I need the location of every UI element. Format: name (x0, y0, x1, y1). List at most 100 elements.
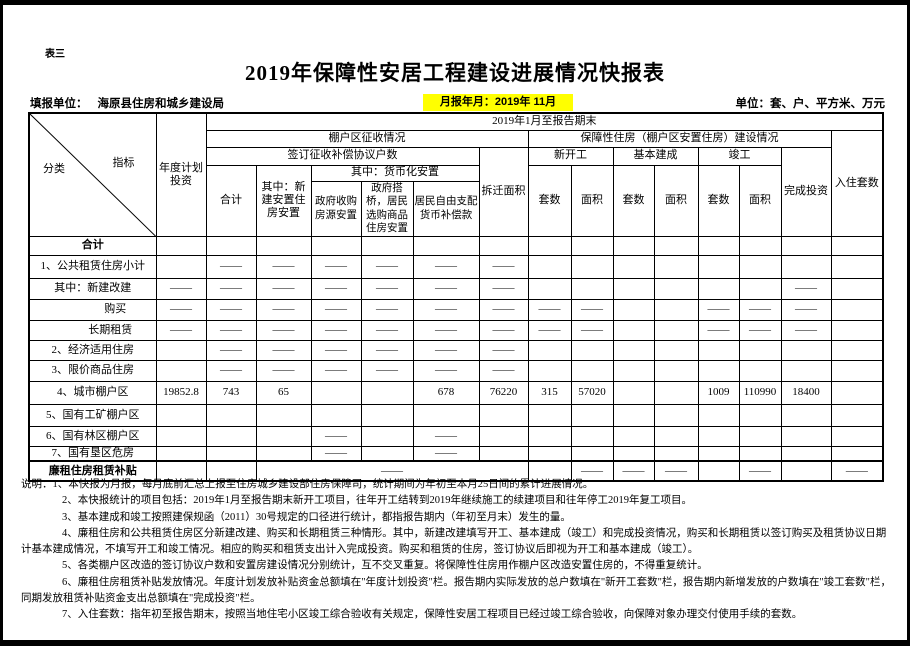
data-cell (738, 426, 782, 448)
data-cell: —— (310, 278, 362, 301)
table-row: 3、限价商品住房 —— —— —— —— —— —— (28, 360, 884, 383)
units-note: 单位：套、户、平方米、万元 (735, 98, 886, 110)
data-cell: —— (255, 320, 312, 342)
data-cell (653, 426, 699, 448)
data-cell: —— (738, 460, 782, 482)
data-cell (738, 404, 782, 428)
data-cell: —— (310, 320, 362, 342)
data-cell (478, 236, 529, 257)
header-sets-completed: 套数 (697, 164, 740, 238)
data-cell: 315 (527, 381, 572, 406)
row-label: 长期租赁 (28, 320, 157, 342)
data-cell: —— (653, 460, 699, 482)
note-line: 4、廉租住房和公共租赁住房区分新建改建、购买和长期租赁三种情形。其中，新建改建填… (62, 527, 887, 539)
data-cell (830, 320, 884, 342)
data-cell (360, 381, 414, 406)
data-cell: 57020 (570, 381, 614, 406)
data-cell: —— (412, 340, 480, 362)
row-label: 2、经济适用住房 (28, 340, 157, 362)
data-cell (780, 426, 832, 448)
data-cell (310, 381, 362, 406)
row-label: 1、公共租赁住房小计 (28, 255, 157, 280)
table-row: 4、城市棚户区 19852.8 743 65 678 76220 315 57020 1009 1… (28, 381, 884, 406)
row-label: 6、国有林区棚户区 (28, 426, 157, 448)
data-cell: —— (830, 460, 884, 482)
diagonal-header-cell: 分类 指标 (28, 112, 157, 238)
data-cell (570, 404, 614, 428)
table-row: 其中：新建改建 —— —— —— —— —— —— —— —— (28, 278, 884, 301)
data-cell (830, 236, 884, 257)
data-cell: —— (478, 299, 529, 322)
data-cell (697, 255, 740, 280)
data-cell: —— (310, 340, 362, 362)
data-cell: 1009 (697, 381, 740, 406)
data-cell (360, 426, 414, 448)
data-cell (612, 426, 655, 448)
data-cell (155, 404, 207, 428)
data-cell (412, 236, 480, 257)
data-cell (780, 340, 832, 362)
header-total: 合计 (205, 164, 257, 238)
data-cell (360, 236, 414, 257)
data-cell (830, 360, 884, 383)
data-cell (697, 360, 740, 383)
data-cell: —— (255, 278, 312, 301)
header-sets-newstart: 套数 (527, 164, 572, 238)
header-occupied: 入住套数 (830, 129, 884, 238)
header-shantytown-group: 棚户区征收情况 (205, 129, 529, 148)
data-cell (205, 236, 257, 257)
header-area-completed: 面积 (738, 164, 782, 238)
data-cell: —— (738, 299, 782, 322)
data-cell: —— (697, 299, 740, 322)
data-cell (205, 404, 257, 428)
header-completed: 竣工 (697, 146, 782, 166)
data-cell (155, 426, 207, 448)
data-cell: —— (478, 360, 529, 383)
data-cell (830, 446, 884, 462)
data-cell (527, 426, 572, 448)
data-cell (527, 404, 572, 428)
note-line: 5、各类棚户区改造的签订协议户数和安置房建设情况分别统计，互不交叉重复。将保障性… (62, 560, 708, 572)
data-cell: —— (478, 340, 529, 362)
data-cell (527, 340, 572, 362)
data-cell (612, 255, 655, 280)
data-cell (653, 381, 699, 406)
header-gov-purchase: 政府收购房源安置 (310, 180, 362, 238)
data-cell (570, 360, 614, 383)
page-title: 2019年保障性安居工程建设进展情况快报表 (245, 61, 665, 85)
header-annual-plan: 年度计划投资 (155, 112, 207, 238)
note-line: 说明：1、本快报为月报，每月底前汇总上报至住房城乡建设部住房保障司，统计期间为年… (21, 479, 594, 490)
header-agreement-group: 签订征收补偿协议户数 (205, 146, 480, 166)
data-cell (830, 404, 884, 428)
note-line: 计基本建成情况，不填写开工和竣工情况。相应的购买和租赁支出计入完成投资。购买和租… (21, 544, 699, 556)
header-category: 分类 (43, 163, 65, 175)
diagonal-line (30, 114, 156, 236)
data-cell (653, 360, 699, 383)
data-cell (780, 236, 832, 257)
note-line: 3、基本建成和竣工按照建保规函（2011）30号规定的口径进行统计，都指报告期内… (62, 511, 571, 523)
data-cell: —— (527, 320, 572, 342)
data-cell (830, 278, 884, 301)
data-cell (830, 340, 884, 362)
table-row: 长期租赁 —— —— —— —— —— —— —— —— —— —— —— —— (28, 320, 884, 342)
data-cell (612, 320, 655, 342)
row-label: 7、国有垦区危房 (28, 446, 157, 462)
data-cell (780, 255, 832, 280)
data-cell (155, 255, 207, 280)
data-cell: —— (478, 255, 529, 280)
data-cell (612, 404, 655, 428)
data-cell: —— (412, 278, 480, 301)
data-cell (612, 278, 655, 301)
header-new-build-housing: 其中：新建安置住房安置 (255, 164, 312, 238)
data-cell: —— (205, 320, 257, 342)
data-cell (612, 381, 655, 406)
row-label: 购买 (28, 299, 157, 322)
data-cell (653, 236, 699, 257)
table-row: 2、经济适用住房 —— —— —— —— —— —— (28, 340, 884, 362)
data-cell (205, 426, 257, 448)
data-cell: —— (612, 460, 655, 482)
data-cell (653, 320, 699, 342)
data-cell: —— (255, 255, 312, 280)
data-cell: —— (412, 426, 480, 448)
